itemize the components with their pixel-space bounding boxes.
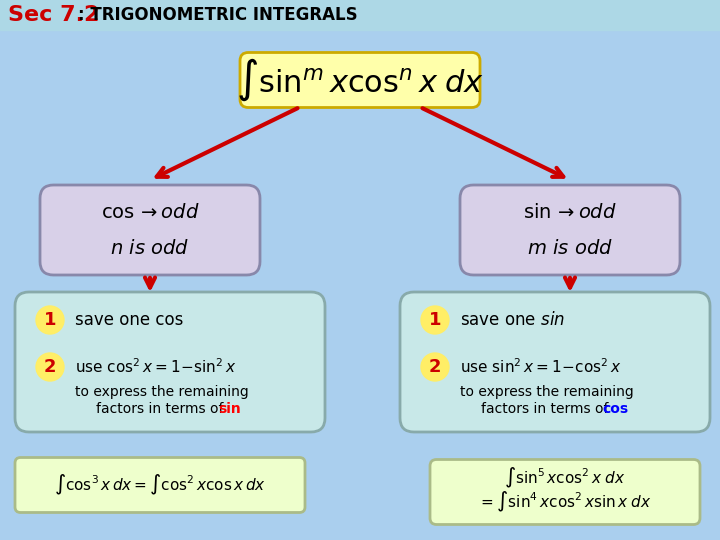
- Text: 2: 2: [44, 358, 56, 376]
- Text: $\int \sin^5 x \cos^2 x \; dx$: $\int \sin^5 x \cos^2 x \; dx$: [504, 466, 626, 490]
- Text: $\sin \rightarrow odd$: $\sin \rightarrow odd$: [523, 202, 617, 221]
- Text: $= \int \sin^4 x \cos^2 x \sin x \; dx$: $= \int \sin^4 x \cos^2 x \sin x \; dx$: [478, 490, 652, 514]
- Text: use $\sin^2 x = 1\!-\!\cos^2 x$: use $\sin^2 x = 1\!-\!\cos^2 x$: [460, 357, 621, 376]
- Text: $n \ is \ odd$: $n \ is \ odd$: [110, 239, 189, 258]
- FancyBboxPatch shape: [400, 292, 710, 432]
- FancyBboxPatch shape: [40, 185, 260, 275]
- Text: sin: sin: [219, 402, 241, 416]
- Circle shape: [36, 353, 64, 381]
- FancyBboxPatch shape: [430, 460, 700, 524]
- FancyBboxPatch shape: [15, 292, 325, 432]
- Circle shape: [421, 353, 449, 381]
- Text: Sec 7.2: Sec 7.2: [8, 5, 99, 25]
- Text: factors in terms of: factors in terms of: [481, 402, 613, 416]
- Text: $\cos \rightarrow odd$: $\cos \rightarrow odd$: [101, 202, 199, 221]
- Text: 1: 1: [44, 311, 56, 329]
- Text: cos: cos: [602, 402, 628, 416]
- Text: factors in terms of: factors in terms of: [96, 402, 228, 416]
- FancyBboxPatch shape: [240, 52, 480, 107]
- Text: $\int \sin^m x \cos^n x \; dx$: $\int \sin^m x \cos^n x \; dx$: [236, 57, 484, 103]
- Circle shape: [36, 306, 64, 334]
- Text: save one $sin$: save one $sin$: [460, 311, 565, 329]
- Text: $\int \cos^3 x\, dx = \int \cos^2 x \cos x\, dx$: $\int \cos^3 x\, dx = \int \cos^2 x \cos…: [54, 473, 266, 497]
- FancyBboxPatch shape: [15, 457, 305, 512]
- Circle shape: [421, 306, 449, 334]
- FancyBboxPatch shape: [460, 185, 680, 275]
- Text: $m \ is \ odd$: $m \ is \ odd$: [527, 239, 613, 258]
- Text: to express the remaining: to express the remaining: [460, 385, 634, 399]
- Text: use $\cos^2 x = 1\!-\!\sin^2 x$: use $\cos^2 x = 1\!-\!\sin^2 x$: [75, 357, 236, 376]
- Text: 2: 2: [428, 358, 441, 376]
- Text: 1: 1: [428, 311, 441, 329]
- Text: save one cos: save one cos: [75, 311, 184, 329]
- Text: : TRIGONOMETRIC INTEGRALS: : TRIGONOMETRIC INTEGRALS: [78, 6, 358, 24]
- FancyBboxPatch shape: [0, 0, 720, 30]
- Text: to express the remaining: to express the remaining: [75, 385, 249, 399]
